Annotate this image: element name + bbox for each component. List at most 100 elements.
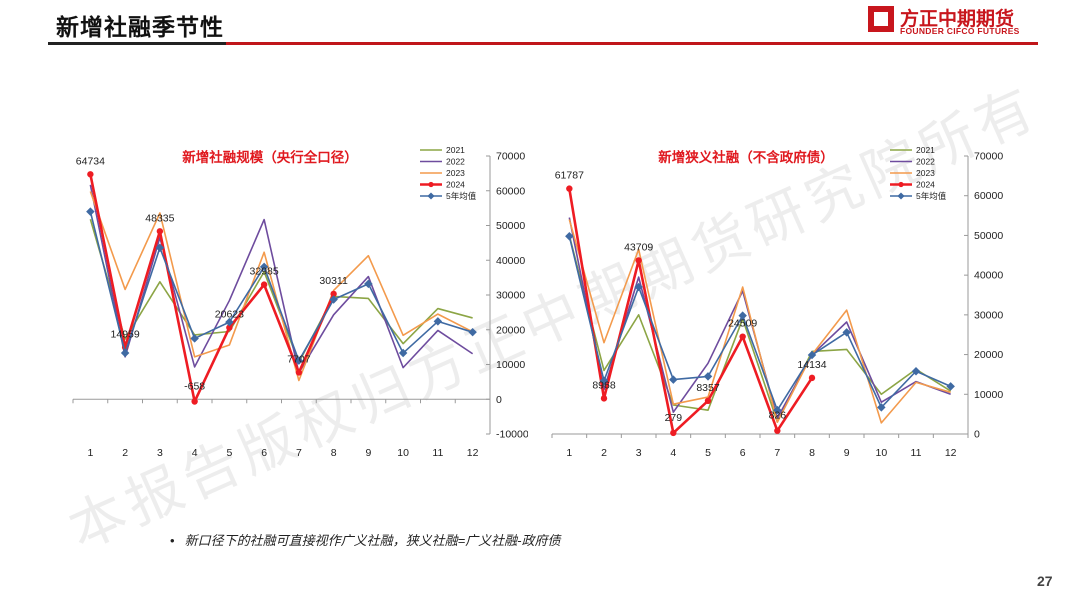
series-line-5年均值 — [89, 211, 473, 362]
data-point-2024 — [330, 290, 337, 298]
x-tick-label: 11 — [432, 447, 443, 459]
data-label: 30311 — [319, 275, 348, 287]
data-point-avg — [329, 295, 338, 304]
header-divider — [48, 42, 1038, 45]
legend-label: 2021 — [446, 145, 465, 155]
data-point-2024 — [635, 257, 642, 264]
data-label: 279 — [665, 412, 683, 424]
legend-label: 2024 — [446, 180, 465, 190]
y-tick-label: 60000 — [496, 185, 525, 197]
data-point-avg — [877, 403, 886, 412]
data-point-avg — [565, 231, 574, 241]
data-point-avg — [190, 334, 199, 343]
data-label: 32985 — [250, 266, 279, 278]
series-line-5年均值 — [568, 236, 951, 411]
data-point-2024 — [87, 171, 94, 178]
data-point-avg — [703, 372, 713, 381]
data-point-avg — [433, 317, 443, 326]
data-point-avg — [86, 207, 95, 216]
data-label: 43709 — [624, 241, 653, 253]
data-label: 20623 — [215, 309, 244, 321]
data-label: 64734 — [76, 155, 105, 167]
data-label: 48335 — [145, 212, 174, 224]
data-point-2024 — [191, 398, 198, 405]
legend-marker — [428, 181, 434, 188]
data-point-avg — [634, 282, 643, 292]
data-point-avg — [294, 356, 304, 365]
data-point-2024 — [704, 397, 712, 405]
series-line-2021 — [568, 235, 952, 423]
y-tick-label: 10000 — [496, 359, 525, 371]
data-point-2024 — [260, 281, 268, 288]
legend-label: 2024 — [916, 180, 935, 190]
x-tick-label: 9 — [844, 447, 850, 459]
logo-name-cn: 方正中期期货 — [900, 9, 1015, 30]
data-point-2024 — [295, 369, 303, 376]
x-tick-label: 7 — [774, 447, 780, 459]
data-label: 14959 — [111, 328, 140, 340]
x-tick-label: 7 — [296, 447, 302, 459]
data-label: 7707 — [287, 353, 311, 365]
x-tick-label: 6 — [740, 447, 746, 459]
footnote-text: 新口径下的社融可直接视作广义社融，狭义社融=广义社融-政府债 — [184, 533, 561, 548]
y-tick-label: 30000 — [496, 290, 525, 302]
x-tick-label: 10 — [397, 447, 409, 459]
legend-label: 5年均值 — [446, 191, 477, 201]
y-tick-label: 50000 — [974, 230, 1003, 242]
legend-marker — [898, 181, 904, 188]
x-tick-label: 1 — [566, 447, 572, 459]
footnote: • 新口径下的社融可直接视作广义社融，狭义社融=广义社融-政府债 — [170, 530, 560, 549]
x-tick-label: 10 — [875, 447, 887, 459]
y-tick-label: 50000 — [496, 220, 525, 232]
data-point-avg — [773, 405, 782, 415]
page-title: 新增社融季节性 — [56, 14, 224, 40]
data-label: 826 — [769, 410, 787, 422]
data-label: 8968 — [592, 379, 616, 391]
data-label: 14134 — [797, 359, 826, 371]
data-point-avg — [738, 311, 747, 320]
x-tick-label: 3 — [157, 447, 163, 459]
y-tick-label: 30000 — [974, 309, 1003, 321]
data-point-avg — [398, 348, 408, 358]
data-point-2024 — [156, 228, 164, 235]
data-label: 61787 — [555, 170, 584, 182]
legend-label: 2023 — [916, 168, 935, 178]
footnote-bullet: • — [170, 533, 175, 548]
y-tick-label: 70000 — [496, 151, 525, 163]
company-logo: 方正中期期货 FOUNDER CIFCO FUTURES — [868, 4, 1028, 38]
y-tick-label: 40000 — [496, 255, 525, 267]
series-line-2024 — [568, 188, 814, 435]
data-point-avg — [155, 243, 165, 252]
y-tick-label: 20000 — [496, 324, 525, 336]
legend-marker — [427, 192, 435, 200]
data-point-2024 — [774, 427, 781, 434]
y-tick-label: 20000 — [974, 349, 1003, 361]
data-point-avg — [468, 327, 477, 337]
data-label: 24509 — [728, 318, 757, 330]
series-line-2023 — [568, 219, 951, 424]
data-point-2024 — [600, 395, 608, 402]
logo-mark-icon — [868, 6, 894, 32]
data-point-2024 — [670, 429, 677, 437]
x-tick-label: 1 — [87, 447, 93, 459]
data-point-avg — [669, 375, 678, 384]
chart-title: 新增狭义社融（不含政府债） — [658, 149, 834, 165]
series-line-2022 — [89, 184, 474, 374]
x-tick-label: 2 — [122, 447, 128, 459]
x-tick-label: 8 — [809, 447, 815, 459]
x-tick-label: 2 — [601, 447, 607, 459]
x-tick-label: 4 — [192, 447, 198, 459]
data-point-avg — [364, 279, 373, 289]
data-label: -658 — [184, 381, 205, 393]
y-tick-label: -10000 — [496, 429, 528, 441]
x-tick-label: 3 — [636, 447, 642, 459]
x-tick-label: 8 — [331, 447, 337, 459]
chart-total-social-financing: 新增社融规模（央行全口径）1 2 3 4 5 6 7 8 9 10 11 12-10000010000… — [72, 145, 528, 459]
series-line-2024 — [89, 174, 335, 403]
x-tick-label: 11 — [911, 447, 922, 459]
x-tick-label: 5 — [226, 447, 232, 459]
legend-label: 2023 — [446, 168, 465, 178]
y-tick-label: 70000 — [974, 151, 1003, 163]
data-point-avg — [911, 367, 921, 376]
data-point-avg — [946, 382, 955, 391]
